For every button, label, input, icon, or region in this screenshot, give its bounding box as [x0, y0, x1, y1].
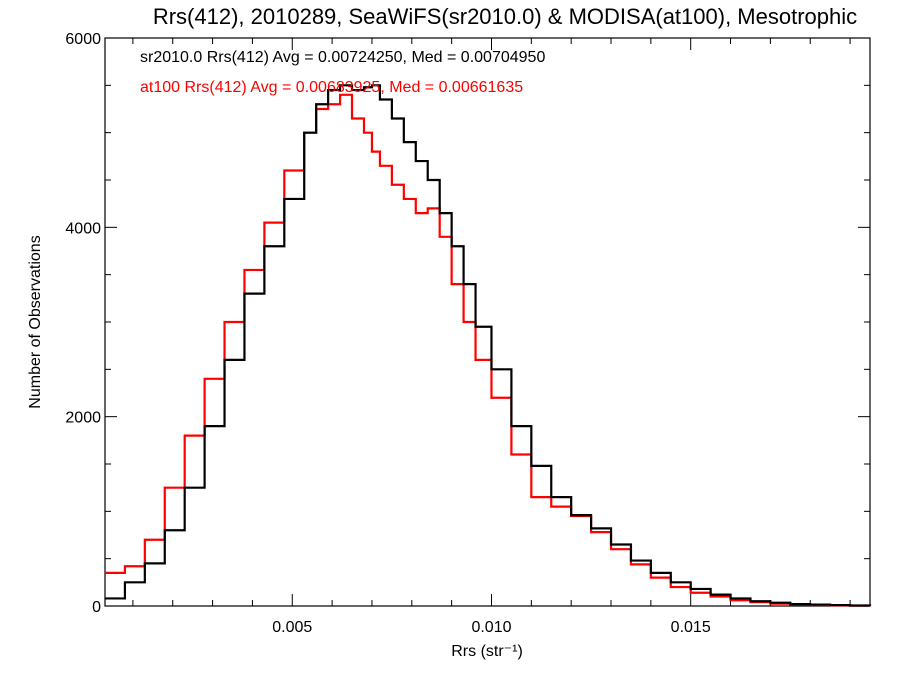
y-tick-label: 6000: [65, 31, 101, 48]
y-tick-label: 0: [92, 599, 101, 616]
legend-entry-0: sr2010.0 Rrs(412) Avg = 0.00724250, Med …: [140, 49, 545, 66]
y-tick-label: 4000: [65, 220, 101, 237]
y-tick-label: 2000: [65, 410, 101, 427]
x-tick-label: 0.010: [471, 619, 511, 636]
series-0-line: [105, 84, 872, 607]
chart-title: Rrs(412), 2010289, SeaWiFS(sr2010.0) & M…: [153, 4, 857, 29]
x-tick-label: 0.015: [671, 619, 711, 636]
plot-frame: [104, 37, 871, 607]
x-axis-ticks: 0.005 0.010 0.015: [132, 38, 851, 636]
series-layer: [105, 84, 872, 607]
x-tick-label: 0.005: [272, 619, 312, 636]
y-axis-label: Number of Observations: [27, 235, 44, 408]
legend-entry-1: at100 Rrs(412) Avg = 0.00683925, Med = 0…: [140, 79, 523, 96]
x-axis-label: Rrs (str⁻¹): [451, 643, 523, 660]
y-axis-ticks: 0 2000 4000 6000: [65, 31, 870, 616]
series-1-line: [105, 93, 872, 607]
